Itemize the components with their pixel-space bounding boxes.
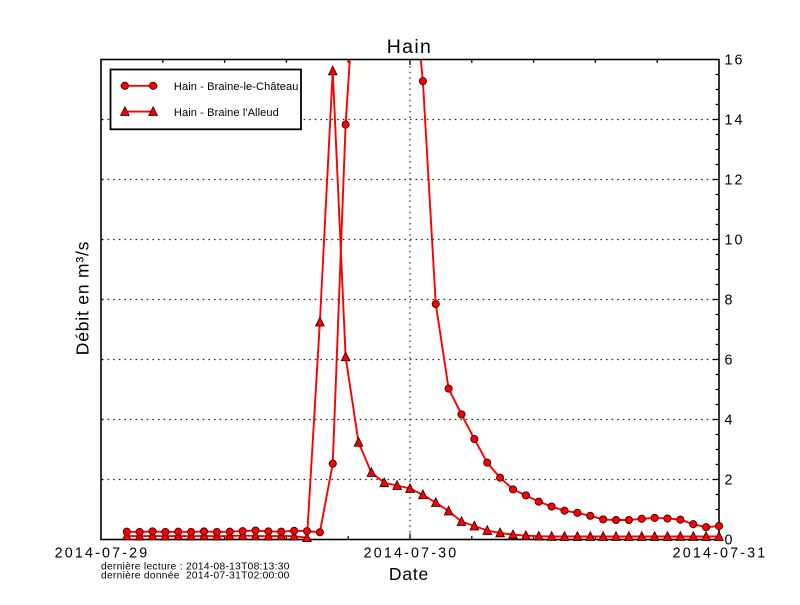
svg-text:Date: Date (389, 564, 429, 584)
svg-text:6: 6 (725, 353, 735, 369)
svg-text:12: 12 (725, 173, 745, 189)
svg-text:dernière donnée 2014-07-31T02: dernière donnée 2014-07-31T02:00:00 (101, 570, 290, 581)
svg-text:4: 4 (725, 413, 735, 429)
svg-text:14: 14 (725, 113, 745, 129)
svg-text:0: 0 (725, 533, 735, 549)
svg-text:16: 16 (725, 53, 745, 69)
svg-text:Hain - Braine l'Alleud: Hain - Braine l'Alleud (174, 107, 279, 119)
svg-text:2: 2 (725, 473, 735, 489)
svg-text:8: 8 (725, 293, 735, 309)
svg-text:10: 10 (725, 233, 745, 249)
svg-text:dernière lecture : 2014-08-13T: dernière lecture : 2014-08-13T08:13:30 (101, 562, 290, 573)
svg-text:2014-07-30: 2014-07-30 (364, 545, 459, 561)
svg-text:Débit en m³/s: Débit en m³/s (73, 241, 93, 355)
svg-text:Hain: Hain (387, 36, 433, 58)
svg-text:Hain - Braine-le-Château: Hain - Braine-le-Château (174, 81, 299, 93)
svg-text:2014-07-29: 2014-07-29 (55, 545, 150, 561)
svg-text:2014-07-31: 2014-07-31 (673, 545, 768, 561)
